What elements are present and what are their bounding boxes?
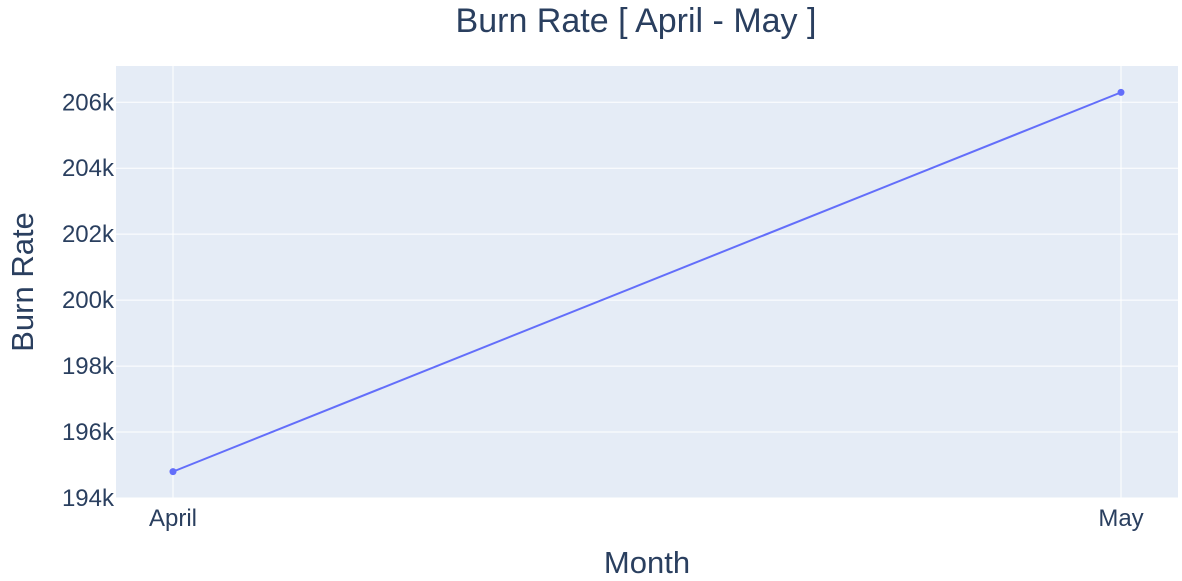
y-tick-label: 200k bbox=[62, 287, 115, 314]
y-axis-ticks: 194k 196k 198k 200k 202k 204k 206k bbox=[62, 89, 115, 512]
data-point[interactable] bbox=[169, 468, 177, 476]
y-tick-label: 202k bbox=[62, 221, 115, 248]
y-tick-label: 196k bbox=[62, 419, 115, 446]
y-tick-label: 204k bbox=[62, 155, 115, 182]
series-layer bbox=[169, 88, 1125, 476]
y-tick-label: 194k bbox=[62, 485, 115, 512]
data-point[interactable] bbox=[1117, 88, 1125, 96]
y-axis-title: Burn Rate bbox=[5, 212, 40, 352]
x-axis-ticks: April May bbox=[149, 505, 1144, 532]
y-tick-label: 198k bbox=[62, 353, 115, 380]
series-line bbox=[172, 91, 1122, 473]
x-axis-title: Month bbox=[604, 545, 690, 580]
gridlines bbox=[116, 66, 1178, 499]
x-tick-label: May bbox=[1098, 505, 1143, 532]
chart-title: Burn Rate [ April - May ] bbox=[456, 2, 817, 40]
x-tick-label: April bbox=[149, 505, 197, 532]
y-tick-label: 206k bbox=[62, 89, 115, 116]
